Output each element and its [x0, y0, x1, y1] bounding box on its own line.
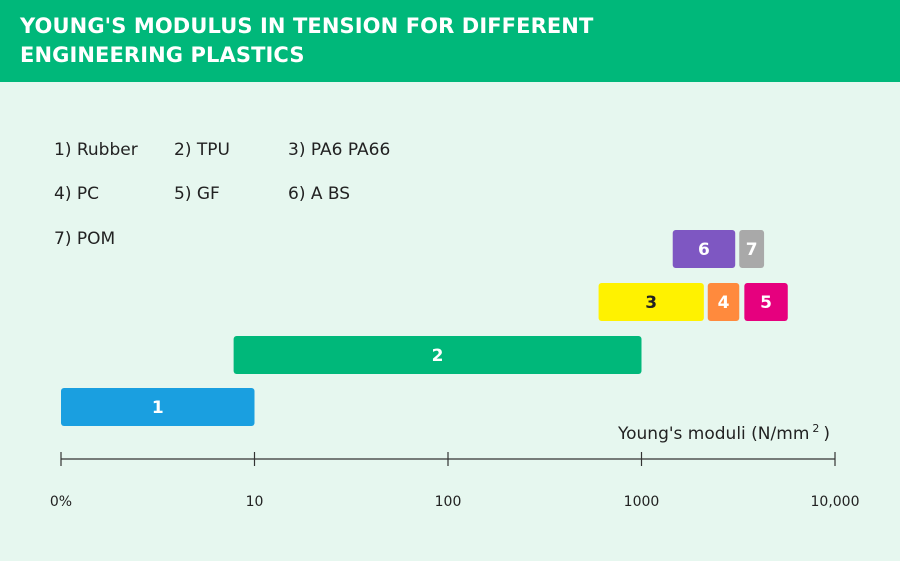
- bar-3: [598, 283, 704, 321]
- bar-label-3: 3: [645, 293, 657, 313]
- x-tick-label-10: 10: [246, 494, 264, 510]
- x-axis-title: Young's moduli (N/mm 2): [617, 422, 830, 444]
- chart-title: YOUNG'S MODULUS IN TENSION FOR DIFFERENT…: [20, 12, 720, 70]
- bar-label-5: 5: [760, 293, 772, 313]
- legend-item-tpu: 2) TPU: [174, 140, 230, 160]
- bar-4: [707, 283, 740, 321]
- bar-6: [672, 230, 736, 268]
- x-tick-label-0%: 0%: [50, 494, 72, 510]
- bar-label-2: 2: [432, 346, 444, 366]
- bar-label-4: 4: [718, 293, 730, 313]
- bar-label-1: 1: [152, 398, 164, 418]
- chart-title-line-2: ENGINEERING PLASTICS: [20, 43, 305, 67]
- x-tick-label-100: 100: [435, 494, 462, 510]
- x-tick-label-10,000: 10,000: [811, 494, 860, 510]
- title-banner: YOUNG'S MODULUS IN TENSION FOR DIFFERENT…: [0, 0, 900, 82]
- bar-5: [744, 283, 788, 321]
- bar-2: [233, 336, 642, 374]
- x-axis: 0% 10 100 1000 10,000: [50, 452, 860, 510]
- legend-item-rubber: 1) Rubber: [54, 140, 138, 160]
- bars-layer: 1 2 3 4 5 6 7: [61, 230, 788, 426]
- legend-item-pa6-pa66: 3) PA6 PA66: [288, 140, 391, 160]
- bar-label-6: 6: [698, 240, 710, 260]
- bar-1: [61, 388, 255, 426]
- legend-item-gf: 5) GF: [174, 184, 220, 204]
- x-axis-title-superscript: 2: [812, 422, 819, 435]
- legend-item-abs: 6) A BS: [288, 184, 351, 204]
- legend-item-pc: 4) PC: [54, 184, 99, 204]
- bar-label-7: 7: [746, 240, 758, 260]
- x-tick-label-1000: 1000: [624, 494, 660, 510]
- x-axis-title-main: Young's moduli (N/mm: [617, 424, 809, 444]
- bar-7: [739, 230, 765, 268]
- legend-item-pom: 7) POM: [54, 229, 116, 249]
- chart-title-line-1: YOUNG'S MODULUS IN TENSION FOR DIFFERENT: [20, 14, 594, 38]
- x-axis-title-close: ): [823, 424, 830, 444]
